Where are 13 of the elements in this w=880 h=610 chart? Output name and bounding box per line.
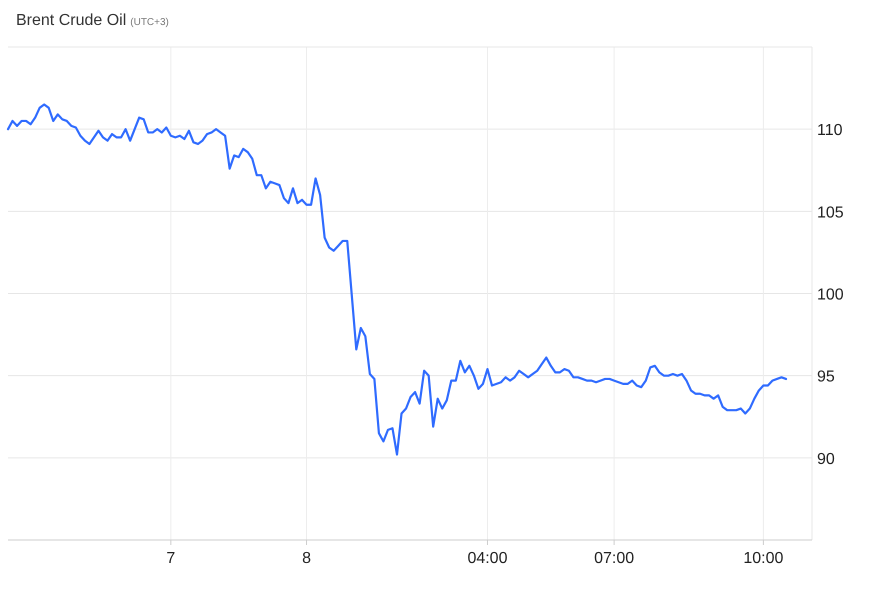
line-series: [6, 103, 788, 456]
y-tick-label: 100: [817, 286, 844, 304]
x-tick-label: 10:00: [743, 550, 784, 567]
y-tick-label: 90: [817, 450, 835, 468]
x-tick-label: 7: [166, 550, 176, 567]
x-tick-label: 8: [302, 550, 312, 567]
y-tick-label: 110: [817, 122, 843, 140]
chart-title: Brent Crude Oil: [16, 12, 126, 29]
y-tick-label: 95: [817, 368, 835, 386]
chart-subtitle: (UTC+3): [130, 17, 169, 28]
x-tick-label: 07:00: [594, 550, 634, 567]
y-tick-label: 105: [817, 204, 844, 222]
x-tick-label: 04:00: [467, 550, 508, 567]
